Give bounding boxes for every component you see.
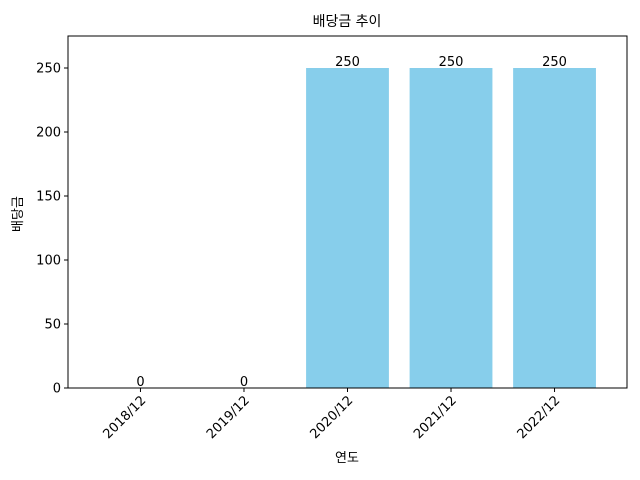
x-tick-label: 2020/12 xyxy=(308,393,357,442)
x-tick-label: 2019/12 xyxy=(204,393,253,442)
x-tick-label: 2018/12 xyxy=(100,393,149,442)
y-tick-label: 250 xyxy=(36,62,61,77)
plot-area: 0 0 250 250 250 0 50 100 150 200 250 2018/12 2019/12… xyxy=(36,35,628,442)
x-tick-label: 2021/12 xyxy=(411,393,460,442)
data-label: 250 xyxy=(439,55,464,70)
chart-title: 배당금 추이 xyxy=(313,14,382,30)
bar xyxy=(306,68,389,388)
y-axis-label: 배당금 xyxy=(11,196,26,232)
y-tick-label: 50 xyxy=(44,318,61,333)
y-tick-label: 100 xyxy=(36,254,61,269)
bar xyxy=(409,68,493,388)
y-tick-label: 0 xyxy=(53,382,61,397)
data-label: 0 xyxy=(136,375,144,390)
data-label: 250 xyxy=(335,55,360,70)
y-tick-label: 150 xyxy=(36,190,61,205)
bar xyxy=(513,68,596,388)
data-label: 250 xyxy=(542,55,567,70)
data-label: 0 xyxy=(240,375,248,390)
x-axis-label: 연도 xyxy=(335,451,359,466)
y-tick-label: 200 xyxy=(36,126,61,141)
x-tick-label: 2022/12 xyxy=(515,393,564,442)
